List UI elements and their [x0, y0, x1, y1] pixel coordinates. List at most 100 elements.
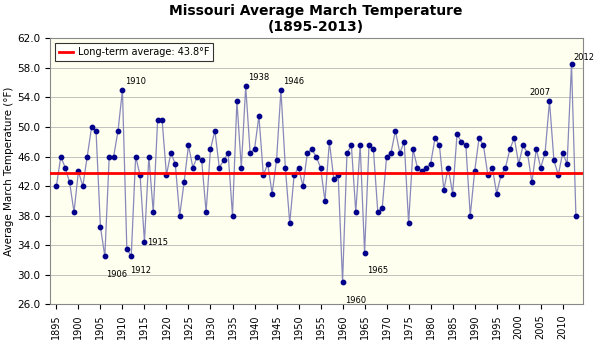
Point	[466, 213, 475, 218]
Point	[232, 98, 242, 104]
Point	[193, 154, 202, 159]
Text: 1938: 1938	[248, 73, 269, 82]
Point	[127, 253, 136, 259]
Text: 1906: 1906	[106, 270, 127, 279]
Point	[259, 172, 268, 178]
Point	[404, 220, 413, 226]
Point	[347, 143, 356, 148]
Point	[82, 154, 92, 159]
Point	[373, 209, 383, 215]
Point	[479, 143, 488, 148]
Point	[505, 146, 515, 152]
Point	[250, 146, 259, 152]
Point	[285, 220, 295, 226]
Point	[170, 161, 180, 167]
Point	[421, 165, 431, 170]
Point	[514, 161, 523, 167]
Text: 1915: 1915	[146, 238, 167, 247]
Point	[95, 224, 105, 229]
Point	[302, 150, 312, 156]
Point	[307, 146, 317, 152]
Point	[400, 139, 409, 144]
Point	[236, 165, 246, 170]
Point	[457, 139, 466, 144]
Point	[492, 191, 502, 196]
Point	[245, 150, 255, 156]
Point	[487, 165, 497, 170]
Point	[144, 154, 154, 159]
Point	[91, 128, 101, 133]
Point	[558, 150, 568, 156]
Point	[320, 198, 330, 204]
Point	[201, 209, 211, 215]
Text: 1965: 1965	[367, 266, 388, 275]
Point	[184, 143, 193, 148]
Point	[413, 165, 422, 170]
Point	[509, 135, 519, 141]
Point	[523, 150, 532, 156]
Point	[166, 150, 176, 156]
Point	[161, 172, 171, 178]
Point	[135, 172, 145, 178]
Point	[148, 209, 158, 215]
Point	[289, 172, 299, 178]
Point	[408, 146, 418, 152]
Point	[368, 146, 378, 152]
Point	[254, 113, 264, 119]
Y-axis label: Average March Temperature (°F): Average March Temperature (°F)	[4, 87, 14, 256]
Point	[74, 169, 83, 174]
Point	[351, 209, 361, 215]
Point	[175, 213, 184, 218]
Text: 2007: 2007	[530, 88, 551, 97]
Point	[206, 146, 215, 152]
Point	[113, 128, 123, 133]
Point	[518, 143, 528, 148]
Point	[452, 132, 462, 137]
Point	[210, 128, 220, 133]
Point	[461, 143, 470, 148]
Point	[500, 165, 510, 170]
Legend: Long-term average: 43.8°F: Long-term average: 43.8°F	[55, 43, 214, 61]
Point	[391, 128, 400, 133]
Point	[334, 172, 343, 178]
Text: 1910: 1910	[125, 77, 146, 86]
Point	[364, 143, 374, 148]
Point	[61, 165, 70, 170]
Point	[532, 146, 541, 152]
Title: Missouri Average March Temperature
(1895-2013): Missouri Average March Temperature (1895…	[169, 4, 463, 34]
Point	[272, 157, 281, 163]
Point	[545, 98, 554, 104]
Point	[417, 169, 427, 174]
Point	[104, 154, 114, 159]
Point	[426, 161, 436, 167]
Point	[118, 87, 127, 93]
Point	[78, 184, 88, 189]
Point	[325, 139, 334, 144]
Point	[338, 280, 347, 285]
Point	[298, 184, 308, 189]
Point	[223, 150, 233, 156]
Text: 2012: 2012	[574, 54, 595, 62]
Point	[219, 157, 229, 163]
Point	[360, 250, 370, 256]
Point	[571, 213, 581, 218]
Point	[268, 191, 277, 196]
Point	[434, 143, 444, 148]
Point	[281, 165, 290, 170]
Point	[52, 184, 61, 189]
Point	[131, 154, 140, 159]
Point	[496, 172, 506, 178]
Point	[483, 172, 493, 178]
Point	[65, 180, 74, 185]
Point	[470, 169, 479, 174]
Point	[540, 150, 550, 156]
Point	[197, 157, 206, 163]
Point	[527, 180, 536, 185]
Point	[342, 150, 352, 156]
Point	[443, 165, 453, 170]
Text: 1946: 1946	[283, 77, 304, 86]
Point	[382, 154, 391, 159]
Point	[263, 161, 272, 167]
Point	[228, 213, 238, 218]
Point	[430, 135, 440, 141]
